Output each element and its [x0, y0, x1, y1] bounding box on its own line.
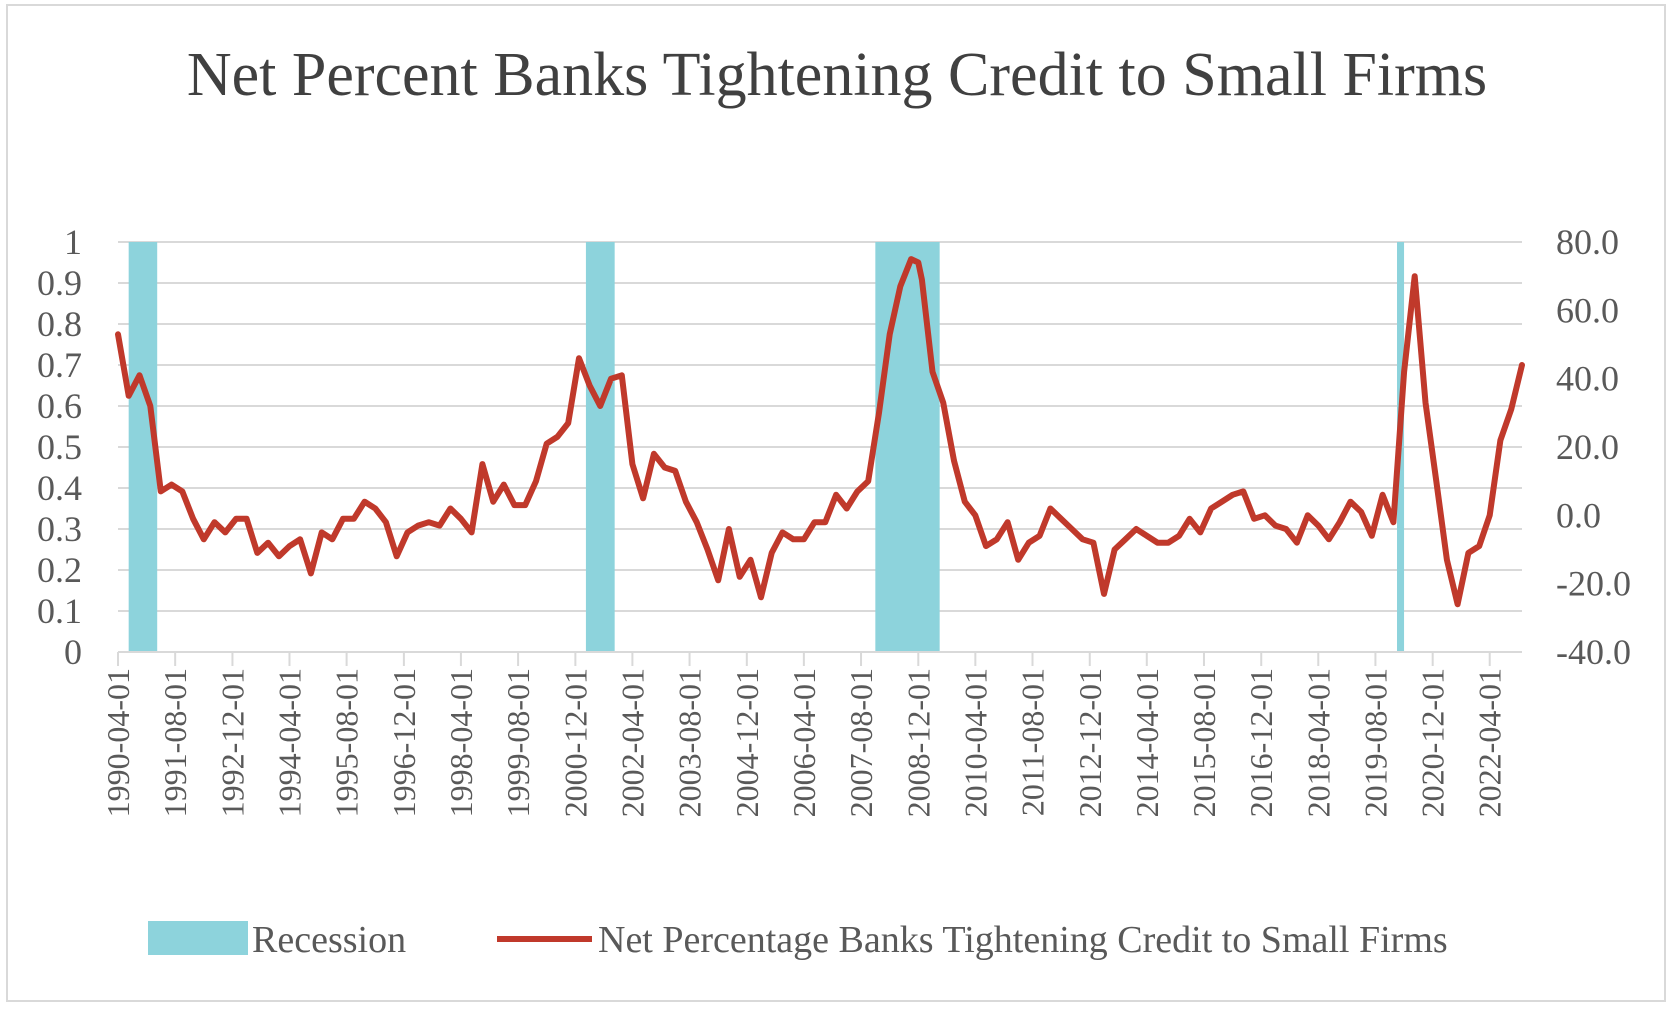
left-y-tick-label: 1: [64, 222, 82, 262]
right-y-tick-label: -20.0: [1556, 564, 1631, 604]
x-tick-label: 2012-12-01: [1072, 668, 1108, 817]
left-y-tick-label: 0.3: [37, 509, 82, 549]
x-tick-label: 1995-08-01: [329, 668, 365, 817]
right-y-tick-label: 40.0: [1556, 359, 1619, 399]
x-tick-label: 2018-04-01: [1300, 668, 1336, 817]
x-tick-label: 2019-08-01: [1357, 668, 1393, 817]
right-y-tick-label: 80.0: [1556, 222, 1619, 262]
legend-label-recession: Recession: [252, 919, 406, 961]
right-y-tick-label: 20.0: [1556, 427, 1619, 467]
recession-bar: [875, 242, 940, 652]
x-tick-label: 2002-04-01: [614, 668, 650, 817]
chart-title: Net Percent Banks Tightening Credit to S…: [186, 41, 1488, 109]
left-y-tick-label: 0.6: [37, 386, 82, 426]
x-tick-label: 2000-12-01: [557, 668, 593, 817]
x-tick-label: 1992-12-01: [214, 668, 250, 817]
x-tick-label: 2008-12-01: [900, 668, 936, 817]
x-tick-label: 2011-08-01: [1014, 668, 1050, 816]
x-tick-label: 2004-12-01: [729, 668, 765, 817]
right-y-tick-label: 0.0: [1556, 495, 1601, 535]
left-y-tick-label: 0.1: [37, 591, 82, 631]
x-tick-label: 1990-04-01: [100, 668, 136, 817]
x-tick-label: 2010-04-01: [957, 668, 993, 817]
left-y-tick-label: 0.5: [37, 427, 82, 467]
x-tick-label: 2022-04-01: [1472, 668, 1508, 817]
x-tick-label: 2016-12-01: [1243, 668, 1279, 817]
right-y-tick-label: 60.0: [1556, 290, 1619, 330]
legend-swatch-recession: [148, 921, 248, 955]
series-line-net-percentage: [115, 256, 1525, 608]
x-tick-label: 1998-04-01: [443, 668, 479, 817]
left-y-tick-label: 0.8: [37, 304, 82, 344]
x-tick-label: 2007-08-01: [843, 668, 879, 817]
right-y-tick-label: -40.0: [1556, 632, 1631, 672]
left-y-tick-label: 0.9: [37, 263, 82, 303]
legend-label-net-percentage: Net Percentage Banks Tightening Credit t…: [598, 919, 1448, 961]
left-y-tick-label: 0.2: [37, 550, 82, 590]
left-y-tick-label: 0.4: [37, 468, 82, 508]
x-tick-label: 2003-08-01: [672, 668, 708, 817]
x-tick-label: 2006-04-01: [786, 668, 822, 817]
x-tick-label: 1996-12-01: [386, 668, 422, 817]
x-tick-label: 1991-08-01: [157, 668, 193, 817]
left-y-tick-label: 0.7: [37, 345, 82, 385]
x-tick-label: 2015-08-01: [1186, 668, 1222, 817]
x-tick-label: 2014-04-01: [1129, 668, 1165, 817]
recession-bar: [585, 242, 615, 652]
left-y-tick-label: 0: [64, 632, 82, 672]
x-tick-label: 1999-08-01: [500, 668, 536, 817]
x-tick-label: 2020-12-01: [1415, 668, 1451, 817]
x-tick-label: 1994-04-01: [271, 668, 307, 817]
